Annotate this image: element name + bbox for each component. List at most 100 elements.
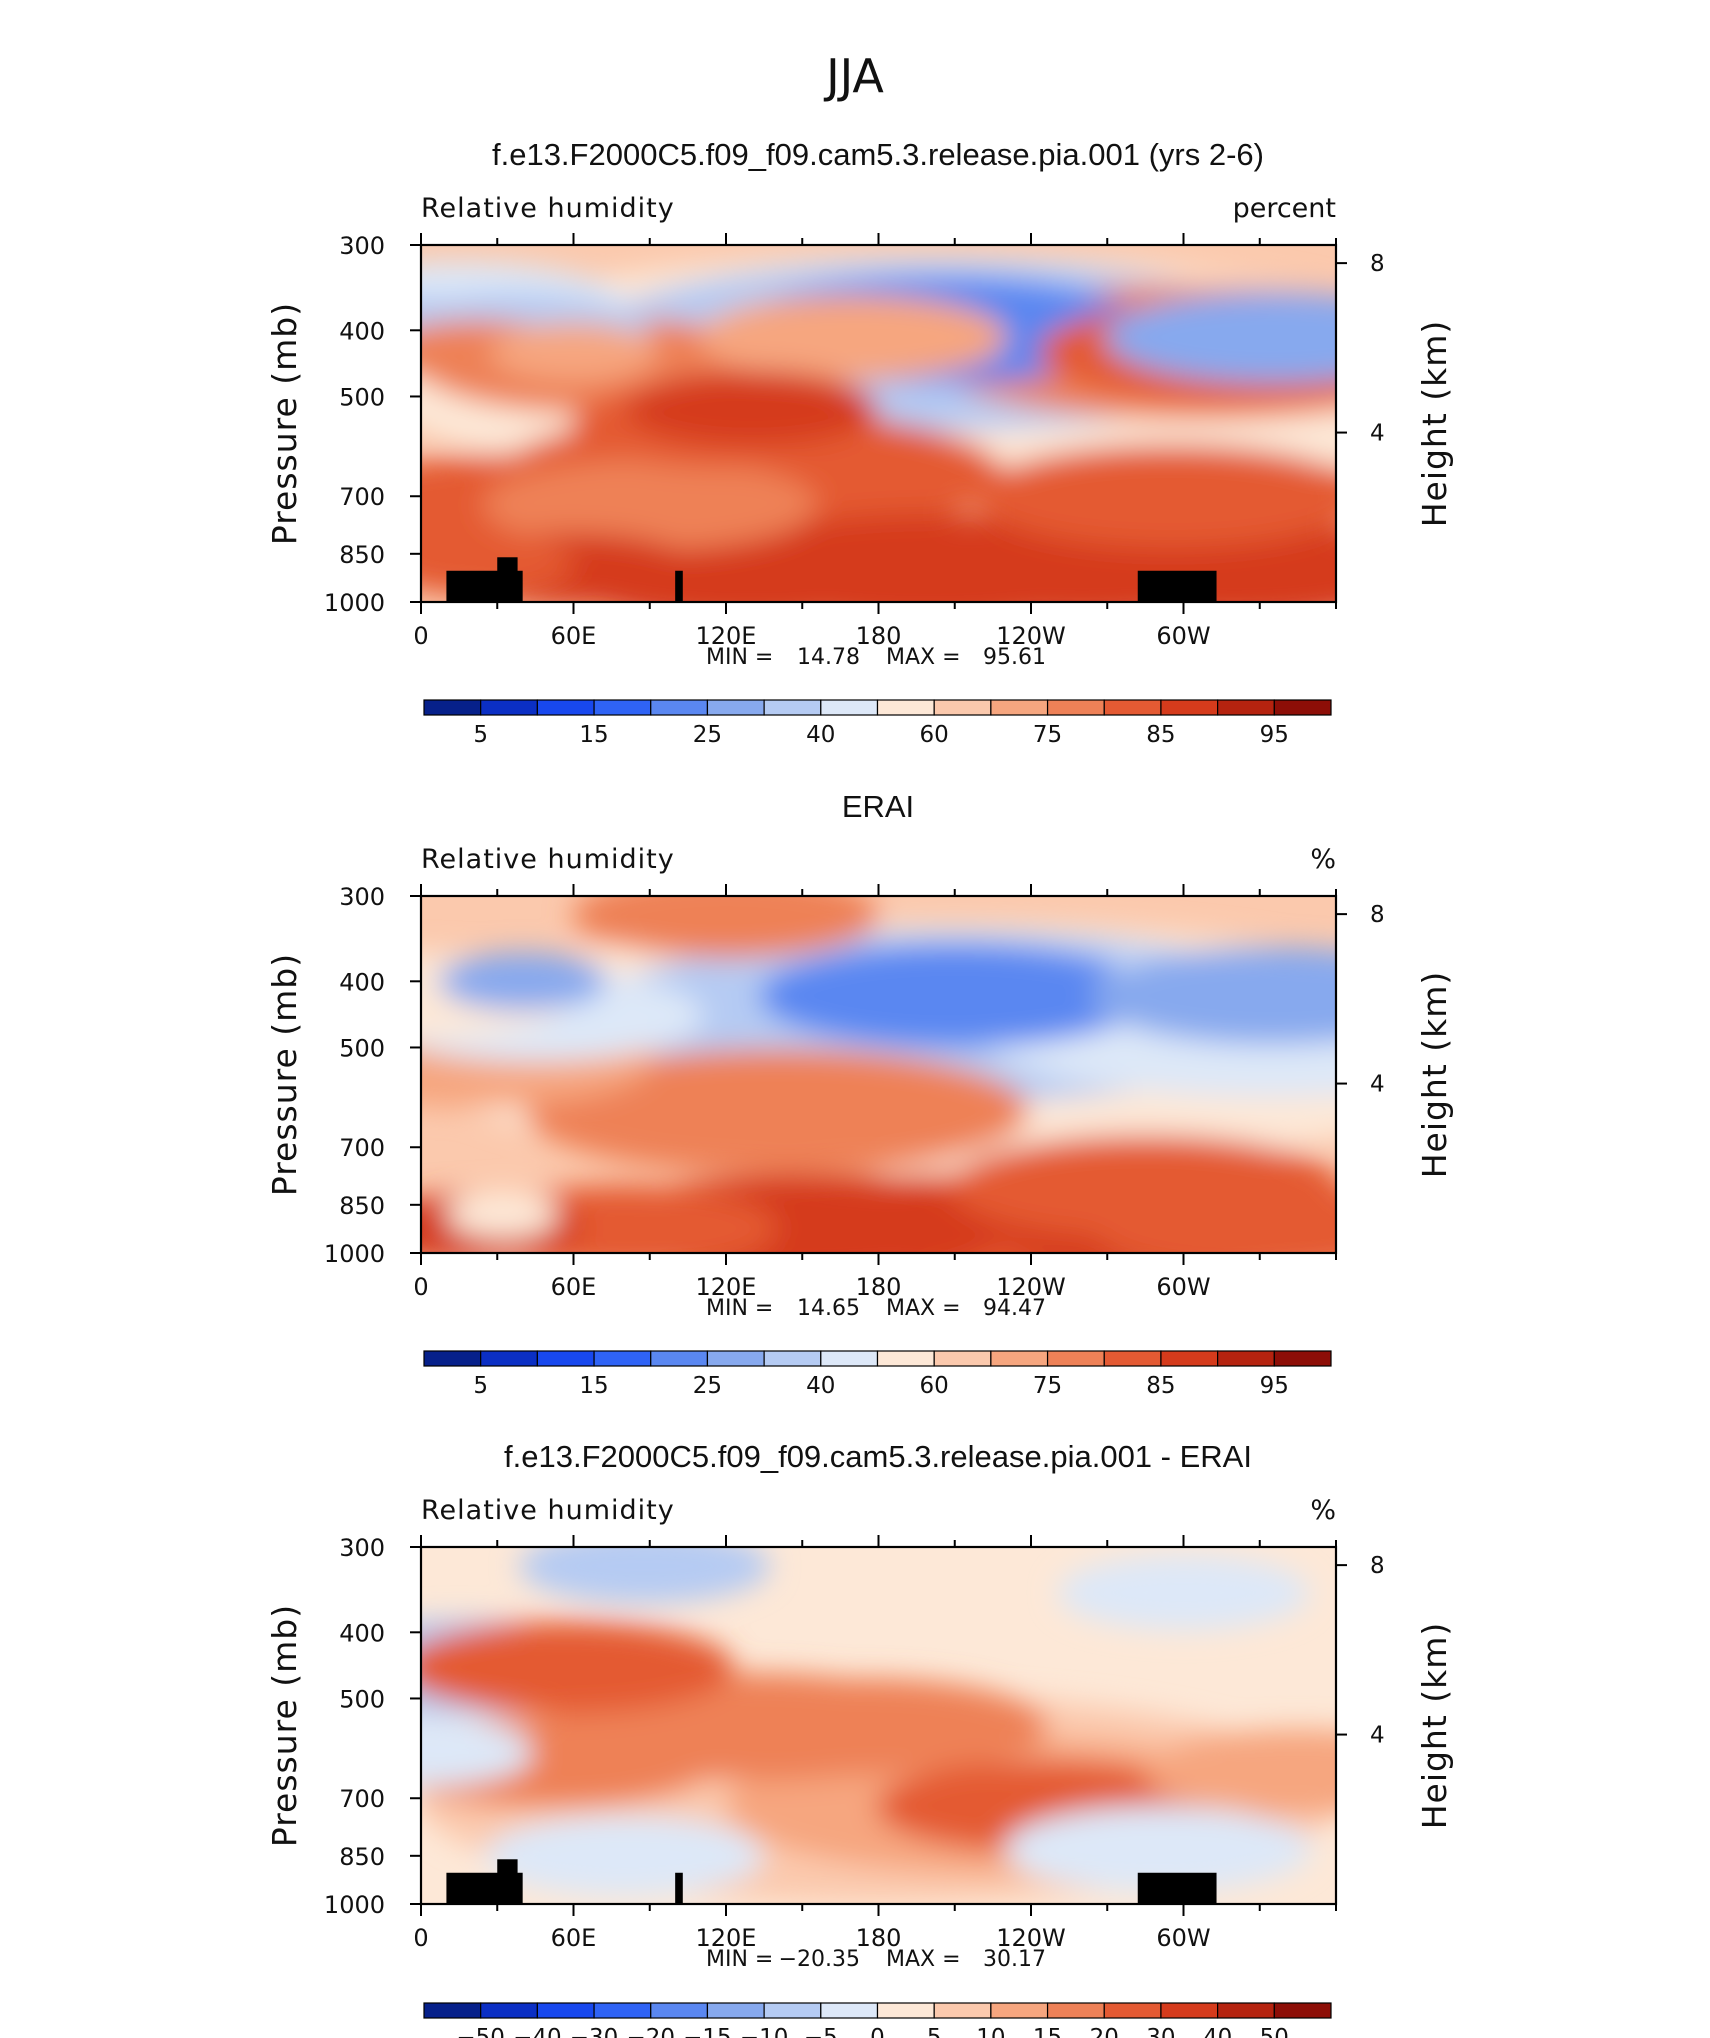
- y-right-tick-label: 8: [1370, 251, 1385, 277]
- colorbar-label: 15: [579, 1373, 608, 1399]
- y-tick-label: 700: [339, 1785, 385, 1813]
- colorbar-swatch: [650, 1350, 709, 1367]
- variable-label: Relative humidity: [421, 193, 675, 224]
- colorbar-label: 20: [1090, 2025, 1119, 2038]
- contour-region: [482, 458, 818, 551]
- min-label: MIN =: [706, 645, 773, 670]
- min-label: MIN =: [706, 1947, 773, 1972]
- colorbar-label: 85: [1146, 722, 1175, 748]
- colorbar-swatch: [1160, 699, 1219, 716]
- x-tick-label: 120E: [696, 1273, 757, 1301]
- colorbar-swatch: [820, 1350, 879, 1367]
- y-tick-label: 500: [339, 1685, 385, 1713]
- contour-field: [421, 1547, 1336, 1904]
- colorbar-label: 10: [976, 2025, 1005, 2038]
- colorbar-swatch: [650, 699, 709, 716]
- y-right-axis-title: Height (km): [1415, 1622, 1454, 1830]
- colorbar-swatch: [1160, 2002, 1219, 2019]
- y-tick-label: 300: [339, 883, 385, 911]
- y-tick-label: 300: [339, 232, 385, 260]
- contour-region: [699, 294, 1007, 381]
- contour-region: [759, 944, 1151, 1048]
- contour-region: [1144, 1728, 1336, 1815]
- colorbar-label: 40: [806, 722, 835, 748]
- colorbar-label: 5: [473, 722, 488, 748]
- min-value: 14.65: [797, 1296, 860, 1321]
- chart-panel-3: f.e13.F2000C5.f09_f09.cam5.3.release.pia…: [265, 1439, 1454, 2038]
- y-tick-label: 500: [339, 1034, 385, 1062]
- colorbar-swatch: [1103, 1350, 1162, 1367]
- max-value: 95.61: [983, 645, 1046, 670]
- colorbar-label: 60: [920, 1373, 949, 1399]
- colorbar-swatch: [990, 699, 1049, 716]
- colorbar-label: 25: [693, 722, 722, 748]
- colorbar-label: −10: [740, 2025, 789, 2038]
- y-tick-label: 700: [339, 483, 385, 511]
- colorbar-swatch: [876, 699, 935, 716]
- variable-label: Relative humidity: [421, 1495, 675, 1526]
- x-tick-label: 60E: [551, 1273, 597, 1301]
- x-tick-label: 120E: [696, 622, 757, 650]
- y-tick-label: 850: [339, 541, 385, 569]
- colorbar-label: 75: [1033, 722, 1062, 748]
- colorbar-label: −40: [513, 2025, 562, 2038]
- x-tick-label: 120W: [996, 1924, 1066, 1952]
- max-label: MAX =: [886, 645, 961, 670]
- colorbar-swatch: [1103, 699, 1162, 716]
- x-tick-label: 60W: [1156, 1924, 1210, 1952]
- max-value: 94.47: [983, 1296, 1046, 1321]
- contour-region: [1004, 1805, 1312, 1892]
- colorbar-label: 40: [1203, 2025, 1232, 2038]
- x-tick-label: 180: [856, 1273, 902, 1301]
- contour-region: [975, 444, 1336, 548]
- colorbar-label: 40: [806, 1373, 835, 1399]
- x-tick-label: 120W: [996, 1273, 1066, 1301]
- y-right-axis-title: Height (km): [1415, 971, 1454, 1179]
- x-tick-label: 120W: [996, 622, 1066, 650]
- x-tick-label: 120E: [696, 1924, 757, 1952]
- max-value: 30.17: [983, 1947, 1046, 1972]
- units-label: %: [1310, 844, 1336, 875]
- min-value: 14.78: [797, 645, 860, 670]
- colorbar-label: −50: [456, 2025, 505, 2038]
- y-tick-label: 1000: [324, 1240, 385, 1268]
- y-right-tick-label: 4: [1370, 1072, 1385, 1098]
- y-tick-label: 850: [339, 1192, 385, 1220]
- colorbar: 5 15 25 40 60 75 85 95: [423, 1350, 1332, 1399]
- x-tick-label: 60E: [551, 1924, 597, 1952]
- colorbar-label: 5: [927, 2025, 942, 2038]
- colorbar: 5 15 25 40 60 75 85 95: [423, 699, 1332, 748]
- max-label: MAX =: [886, 1296, 961, 1321]
- chart-panel-1: f.e13.F2000C5.f09_f09.cam5.3.release.pia…: [265, 137, 1454, 748]
- colorbar-swatch: [536, 1350, 595, 1367]
- y-right-tick-label: 4: [1370, 421, 1385, 447]
- colorbar-swatch: [1273, 1350, 1332, 1367]
- colorbar-swatch: [480, 1350, 538, 1367]
- x-tick-label: 0: [413, 1924, 428, 1952]
- y-tick-label: 1000: [324, 1891, 385, 1919]
- colorbar-swatch: [706, 2002, 765, 2019]
- colorbar-label: 75: [1033, 1373, 1062, 1399]
- colorbar-label: 25: [693, 1373, 722, 1399]
- colorbar-swatch: [820, 699, 879, 716]
- contour-region: [1092, 1182, 1336, 1253]
- x-tick-label: 60W: [1156, 1273, 1210, 1301]
- colorbar-swatch: [650, 2002, 709, 2019]
- colorbar-swatch: [1273, 699, 1332, 716]
- panel-title: f.e13.F2000C5.f09_f09.cam5.3.release.pia…: [504, 1439, 1252, 1474]
- x-tick-label: 0: [413, 1273, 428, 1301]
- colorbar-swatch: [593, 1350, 652, 1367]
- contour-region: [684, 1678, 1048, 1776]
- colorbar-label: −30: [570, 2025, 619, 2038]
- contour-region: [484, 1815, 765, 1896]
- contour-region: [1057, 1555, 1310, 1630]
- min-value: −20.35: [779, 1947, 860, 1972]
- colorbar-swatch: [423, 1350, 482, 1367]
- colorbar-label: 30: [1146, 2025, 1175, 2038]
- colorbar: −50 −40 −30 −20 −15 −10 −5 0 5 10 15 20 30 40 50: [423, 2002, 1332, 2038]
- x-tick-label: 180: [856, 622, 902, 650]
- panel-title: ERAI: [842, 789, 914, 824]
- colorbar-label: −15: [683, 2025, 732, 2038]
- colorbar-swatch: [706, 1350, 765, 1367]
